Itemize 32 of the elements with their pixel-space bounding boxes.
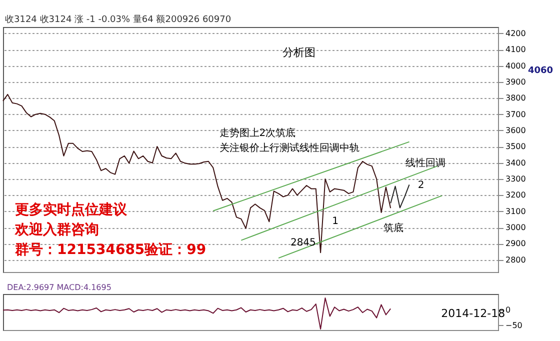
y-tick-label: 2800	[506, 255, 526, 264]
y-tick-label: 3900	[506, 77, 526, 86]
y-tick-label: 4000	[506, 61, 526, 70]
annotation: 更多实时点位建议	[15, 201, 128, 218]
y-tick-label: 3600	[506, 126, 526, 135]
y-tick-label: 2900	[506, 239, 526, 248]
y-tick-label: 0	[506, 306, 511, 315]
annotation: 走势图上2次筑底	[219, 127, 296, 139]
annotation: 2845	[290, 238, 316, 249]
y-tick-label: 3200	[506, 190, 526, 200]
y-tick-label: 3500	[506, 142, 526, 152]
text: 收3124 收3124 涨 -1 -0.03% 量64 额200926 60970	[5, 14, 232, 25]
y-tick-label: 3400	[506, 158, 526, 168]
y-tick-label: 3700	[506, 110, 526, 119]
y-tick-label: 4200	[506, 28, 526, 38]
y-tick-label: 3800	[506, 94, 526, 103]
annotation: 欢迎入群咨询	[14, 221, 99, 238]
annotation: 线性回调	[406, 157, 446, 169]
y-tick-label: −50	[506, 320, 522, 330]
text: 分析图	[282, 46, 316, 59]
y-tick-label: 3000	[506, 223, 526, 232]
annotation: 关注银价上行测试线性回调中轨	[219, 142, 360, 154]
text: DEA:2.9697 MACD:4.1695	[7, 283, 112, 292]
y-tick-label: 4100	[506, 45, 526, 54]
annotation: 群号：121534685验证：99	[14, 242, 206, 258]
y-tick-label: 3300	[506, 174, 526, 184]
annotation: 2014-12-18	[441, 307, 506, 320]
annotation: 2	[418, 180, 424, 191]
annotation: 1	[332, 216, 338, 227]
text: 4060	[528, 66, 554, 76]
annotation: 筑底	[383, 222, 404, 234]
y-tick-label: 3100	[506, 206, 526, 216]
